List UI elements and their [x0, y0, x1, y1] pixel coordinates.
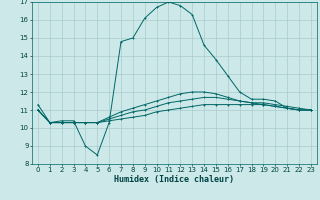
X-axis label: Humidex (Indice chaleur): Humidex (Indice chaleur) — [115, 175, 234, 184]
